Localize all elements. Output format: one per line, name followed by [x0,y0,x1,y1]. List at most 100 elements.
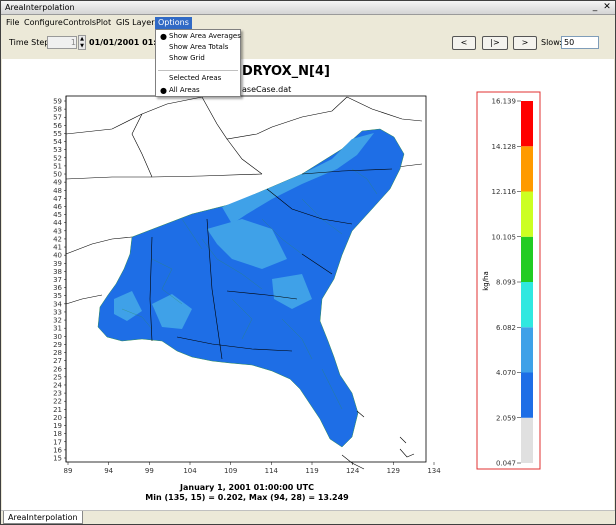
map-canvas[interactable]: DRYOX_N[4] aseCase.dat [2,59,614,511]
y-tick-label: 44 [53,219,62,227]
map-panel: DRYOX_N[4] aseCase.dat [2,59,614,511]
y-tick-label: 47 [53,195,62,203]
y-tick-label: 50 [53,171,62,179]
menu-controls[interactable]: Controls [63,18,97,27]
menu-bar: File Configure Controls Plot GIS Layers … [1,16,615,30]
y-tick-label: 32 [53,317,62,325]
x-tick-label: 94 [104,467,113,475]
menu-item-show-area-totals[interactable]: Show Area Totals [156,42,240,53]
menu-gis-layers[interactable]: GIS Layers [116,18,159,27]
watershed-lines [121,168,378,410]
x-tick-label: 104 [183,467,197,475]
checked-bullet-icon: ● [160,32,167,41]
legend-color-segment [521,282,533,328]
menu-item-show-grid[interactable]: Show Grid [156,53,240,64]
legend-color-segment [521,327,533,373]
slow-label: Slow: [541,38,562,47]
y-tick-label: 41 [53,244,62,252]
menu-separator [158,70,238,71]
legend-tick-label: 6.082 [496,324,516,332]
y-tick-label: 42 [53,235,62,243]
legend-color-segment [521,101,533,147]
menu-item-all-areas[interactable]: ● All Areas [156,85,240,96]
legend-tick-label: 8.093 [496,279,516,287]
y-tick-label: 58 [53,106,62,114]
checked-bullet-icon: ● [160,86,167,95]
timestamp: 01/01/2001 01:00: [89,38,171,47]
y-tick-label: 56 [53,122,62,130]
y-tick-label: 33 [53,308,62,316]
legend-tick-label: 2.059 [496,414,516,422]
menu-item-label: All Areas [169,86,200,94]
y-tick-label: 29 [53,341,62,349]
menu-options[interactable]: Options [155,17,192,29]
y-tick-label: 28 [53,349,62,357]
menu-item-label: Show Area Totals [169,43,229,51]
legend-tick-label: 10.105 [492,233,517,241]
y-tick-label: 25 [53,373,62,381]
tab-area-interpolation[interactable]: AreaInterpolation [3,511,83,524]
menu-file[interactable]: File [6,18,20,27]
y-tick-label: 20 [53,414,62,422]
menu-item-show-area-averages[interactable]: ● Show Area Averages [156,31,241,42]
y-tick-label: 27 [53,357,62,365]
slow-input[interactable] [561,36,599,49]
toolbar: Time Step: ▲▼ 01/01/2001 01:00: < |> > S… [3,33,613,57]
footer-date: January 1, 2001 01:00:00 UTC [179,483,314,492]
y-tick-label: 49 [53,179,62,187]
y-tick-label: 36 [53,284,62,292]
y-tick-label: 55 [53,130,62,138]
previous-button[interactable]: < [452,36,476,50]
y-tick-label: 52 [53,154,62,162]
y-tick-label: 18 [53,430,62,438]
legend-color-segment [521,191,533,237]
legend-unit-label: kg/ha [482,271,490,291]
legend-color-segment [521,236,533,282]
y-tick-label: 57 [53,114,62,122]
y-tick-label: 39 [53,260,62,268]
menu-plot[interactable]: Plot [96,18,112,27]
options-dropdown: ● Show Area Averages Show Area Totals Sh… [155,29,241,97]
x-tick-label: 109 [224,467,237,475]
time-step-input[interactable] [47,36,77,49]
y-tick-label: 16 [53,446,62,454]
play-button[interactable]: |> [482,36,508,50]
title-bar[interactable]: AreaInterpolation _ ✕ [1,1,615,15]
time-step-spinner[interactable]: ▲ ▼ [78,35,86,50]
legend-tick-label: 16.139 [492,98,517,106]
y-tick-label: 54 [53,138,62,146]
legend-ticks: 16.139 14.128 12.116 10.105 8.093 6.082 4.070 2… [492,98,521,468]
legend-tick-label: 14.128 [492,143,517,151]
menu-item-label: Show Grid [169,54,205,62]
x-axis: 89 94 99 104 109 114 119 124 129 134 [64,462,441,475]
x-tick-label: 99 [145,467,154,475]
y-tick-label: 15 [53,455,62,463]
y-tick-label: 31 [53,325,62,333]
y-tick-label: 40 [53,252,62,260]
x-tick-label: 89 [64,467,73,475]
y-tick-label: 38 [53,268,62,276]
legend-colorbar [521,101,533,463]
y-tick-label: 51 [53,162,62,170]
legend-color-segment [521,372,533,418]
close-icon[interactable]: ✕ [603,2,611,12]
next-button[interactable]: > [513,36,537,50]
window-title: AreaInterpolation [5,3,75,12]
y-tick-label: 26 [53,365,62,373]
legend-tick-label: 4.070 [496,369,516,377]
coastline-islands [341,410,415,470]
y-tick-label: 19 [53,422,62,430]
menu-configure[interactable]: Configure [24,18,63,27]
y-tick-label: 43 [53,227,62,235]
y-tick-label: 53 [53,146,62,154]
legend-tick-label: 12.116 [492,188,517,196]
map-subtitle: aseCase.dat [242,85,291,94]
time-step-label: Time Step: [9,38,53,47]
x-tick-label: 129 [387,467,400,475]
map-title: DRYOX_N[4] [242,64,330,79]
menu-item-selected-areas[interactable]: Selected Areas [156,73,240,84]
minimize-icon[interactable]: _ [592,2,598,12]
y-tick-label: 24 [53,381,62,389]
legend-color-segment [521,417,533,463]
